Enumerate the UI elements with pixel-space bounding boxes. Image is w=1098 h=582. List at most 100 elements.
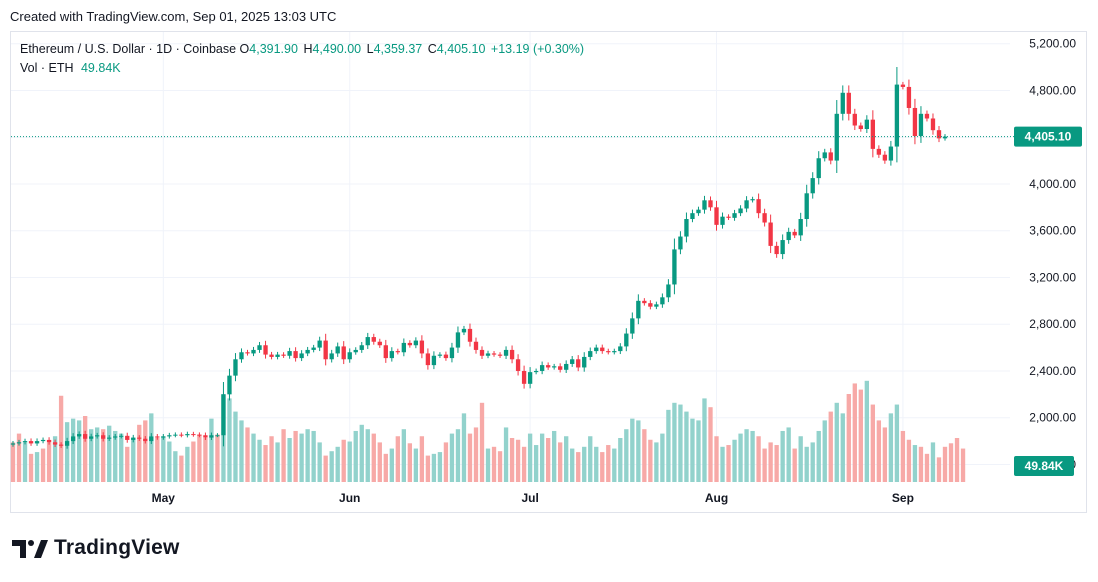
volume-bar	[281, 429, 286, 482]
volume-bar	[660, 433, 665, 482]
candle	[395, 348, 400, 355]
candle-body	[768, 222, 773, 246]
candle-body	[840, 92, 845, 114]
candle	[257, 341, 262, 353]
candle	[89, 433, 94, 442]
volume-bar	[882, 427, 888, 482]
open-label: O	[239, 42, 250, 56]
volume-bar	[509, 438, 515, 482]
volume-bars	[10, 380, 966, 482]
chart-frame	[10, 31, 1087, 513]
symbol-title[interactable]: Ethereum / U.S. Dollar · 1D · Coinbase	[20, 42, 237, 56]
candle	[419, 335, 425, 359]
volume-bar	[257, 439, 262, 482]
candle-body	[191, 434, 196, 436]
candle	[846, 85, 851, 121]
y-axis: 1,600.002,000.002,400.002,800.003,200.00…	[1029, 37, 1076, 472]
candle	[606, 348, 611, 355]
candle	[10, 441, 16, 447]
volume-bar	[684, 411, 689, 482]
candle-body	[431, 355, 437, 366]
candle	[317, 336, 322, 352]
tradingview-wordmark: TradingView	[54, 536, 180, 559]
candle-body	[576, 359, 581, 368]
candle-body	[678, 236, 683, 250]
candle-body	[34, 441, 40, 444]
candle	[401, 338, 407, 357]
volume-bar	[431, 453, 437, 482]
volume-bar	[702, 398, 707, 482]
volume-bar	[864, 380, 869, 482]
volume-bar	[233, 411, 238, 482]
candle	[780, 234, 785, 260]
candle	[467, 323, 473, 347]
candle-body	[834, 113, 839, 161]
volume-bar	[558, 442, 563, 482]
volume-bar	[353, 430, 358, 482]
candle-body	[311, 347, 316, 350]
candle-body	[227, 375, 232, 395]
volume-bar	[125, 446, 130, 482]
candle	[509, 345, 515, 364]
volume-bar	[203, 438, 208, 482]
candle-body	[101, 435, 106, 439]
volume-bar	[359, 424, 364, 482]
volume-bar	[383, 453, 388, 482]
candle	[822, 148, 827, 162]
tradingview-brand[interactable]: TradingView	[12, 536, 180, 560]
candle	[714, 200, 719, 231]
candle	[263, 340, 268, 359]
candle	[161, 434, 166, 440]
volume-bar	[191, 441, 196, 482]
candle	[58, 442, 64, 448]
volume-bar	[425, 455, 431, 482]
volume-bar	[263, 445, 268, 482]
low-value: 4,359.37	[373, 42, 423, 56]
candle-body	[756, 199, 761, 214]
candle-body	[822, 152, 827, 159]
candle	[690, 209, 695, 223]
volume-bar	[564, 436, 569, 482]
candle	[461, 325, 467, 336]
volume-bar	[648, 439, 653, 482]
volume-bar	[299, 433, 304, 482]
volume-bar	[780, 430, 785, 482]
volume-label[interactable]: Vol · ETH	[20, 61, 74, 75]
candle-body	[161, 436, 166, 438]
candle-body	[774, 245, 779, 255]
candle-body	[407, 342, 413, 346]
candle-body	[221, 394, 226, 436]
volume-bar	[497, 451, 503, 482]
candle	[119, 433, 124, 439]
candle	[810, 172, 815, 199]
volume-bar	[576, 452, 581, 482]
candle	[479, 346, 485, 359]
candle	[455, 326, 461, 353]
candle-body	[299, 353, 304, 359]
candle	[876, 145, 882, 158]
volume-bar	[323, 455, 328, 482]
candle	[840, 85, 845, 121]
volume-bar	[473, 427, 479, 482]
candle-body	[359, 345, 364, 350]
candle-body	[209, 435, 214, 438]
volume-bar	[365, 429, 370, 482]
candle	[732, 209, 737, 221]
volume-bar	[600, 452, 605, 482]
candle	[191, 431, 196, 437]
volume-bar	[197, 434, 202, 482]
candle	[155, 434, 160, 440]
candle-body	[648, 303, 653, 307]
volume-bar	[768, 442, 773, 482]
candle	[233, 353, 238, 382]
candle	[533, 368, 539, 375]
candle	[798, 212, 803, 241]
candle	[558, 363, 563, 373]
candle-body	[203, 435, 208, 438]
chart-legend: Ethereum / U.S. Dollar · 1D · Coinbase O…	[20, 40, 590, 78]
candle	[437, 352, 443, 358]
candle-body	[780, 240, 785, 255]
candle-body	[107, 437, 112, 439]
volume-bar	[930, 442, 936, 482]
